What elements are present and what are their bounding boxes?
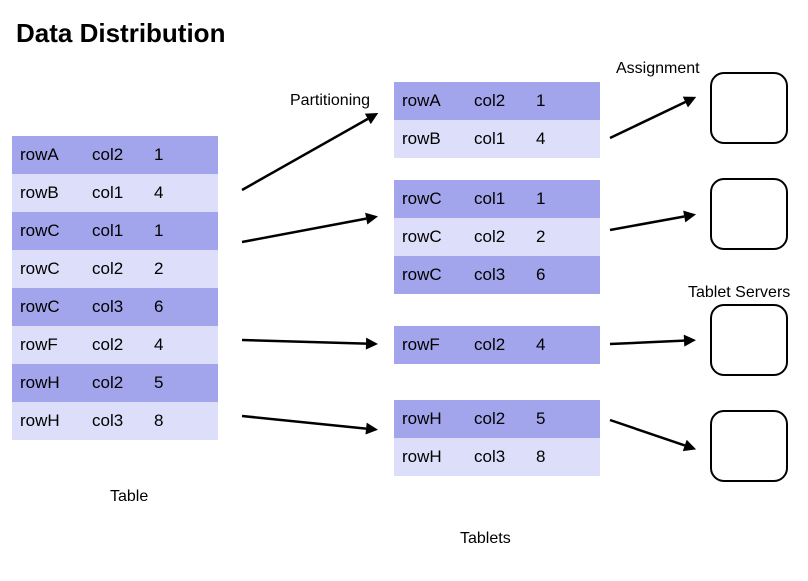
arrows-layer <box>0 0 808 581</box>
arrow <box>242 113 378 190</box>
arrow <box>242 416 378 435</box>
arrow <box>610 97 696 138</box>
arrow <box>242 338 378 350</box>
arrow <box>242 213 378 242</box>
arrow <box>610 420 696 451</box>
arrow <box>610 335 696 347</box>
arrow <box>610 211 696 230</box>
